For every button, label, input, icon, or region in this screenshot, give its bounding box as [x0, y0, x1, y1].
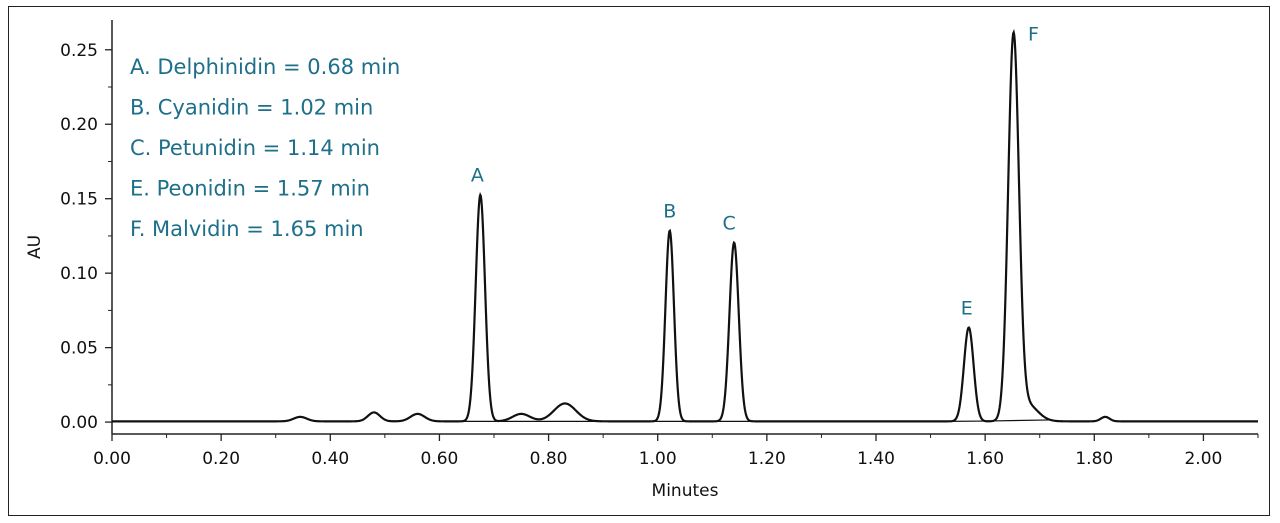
x-tick-label: 1.40: [857, 449, 895, 469]
axes: [111, 20, 1258, 435]
x-tick-label: 0.80: [530, 449, 568, 469]
y-tick-label: 0.05: [60, 339, 98, 359]
y-tick-label: 0.15: [60, 190, 98, 210]
x-tick-label: 1.20: [748, 449, 786, 469]
x-axis-title: Minutes: [652, 481, 719, 501]
x-tick-label: 1.60: [966, 449, 1004, 469]
x-ticks: 0.00 0.20 0.40 0.60 0.80 1.00 1.20 1.40 1.60 1.80…: [93, 434, 1259, 469]
chart-frame: [8, 6, 1270, 516]
integration-baseline: [985, 419, 1051, 422]
peak-label-b: B: [663, 200, 676, 222]
x-tick-label: 0.60: [420, 449, 458, 469]
peak-label-e: E: [961, 297, 973, 319]
y-ticks: 0.00 0.05 0.10 0.15 0.20 0.25: [60, 41, 112, 433]
legend-entry: C. Petunidin = 1.14 min: [130, 136, 380, 160]
x-tick-label: 1.00: [639, 449, 677, 469]
x-tick-label: 0.20: [202, 449, 240, 469]
legend-entry: E. Peonidin = 1.57 min: [130, 177, 370, 201]
legend-entry: B. Cyanidin = 1.02 min: [130, 96, 373, 120]
x-tick-label: 1.80: [1075, 449, 1113, 469]
y-tick-label: 0.20: [60, 115, 98, 135]
y-axis-title: AU: [25, 235, 45, 259]
y-tick-label: 0.10: [60, 264, 98, 284]
x-tick-label: 2.00: [1184, 449, 1222, 469]
x-tick-label: 0.40: [311, 449, 349, 469]
peak-label-f: F: [1028, 23, 1039, 45]
x-tick-label: 0.00: [93, 449, 131, 469]
y-tick-label: 0.00: [60, 413, 98, 433]
legend: A. Delphinidin = 0.68 min B. Cyanidin = 1…: [130, 55, 400, 241]
peak-labels: A B C E F: [471, 23, 1039, 319]
peak-label-a: A: [471, 165, 484, 187]
y-tick-label: 0.25: [60, 41, 98, 61]
legend-entry: F. Malvidin = 1.65 min: [130, 217, 364, 241]
peak-label-c: C: [722, 212, 735, 234]
legend-entry: A. Delphinidin = 0.68 min: [130, 55, 400, 79]
